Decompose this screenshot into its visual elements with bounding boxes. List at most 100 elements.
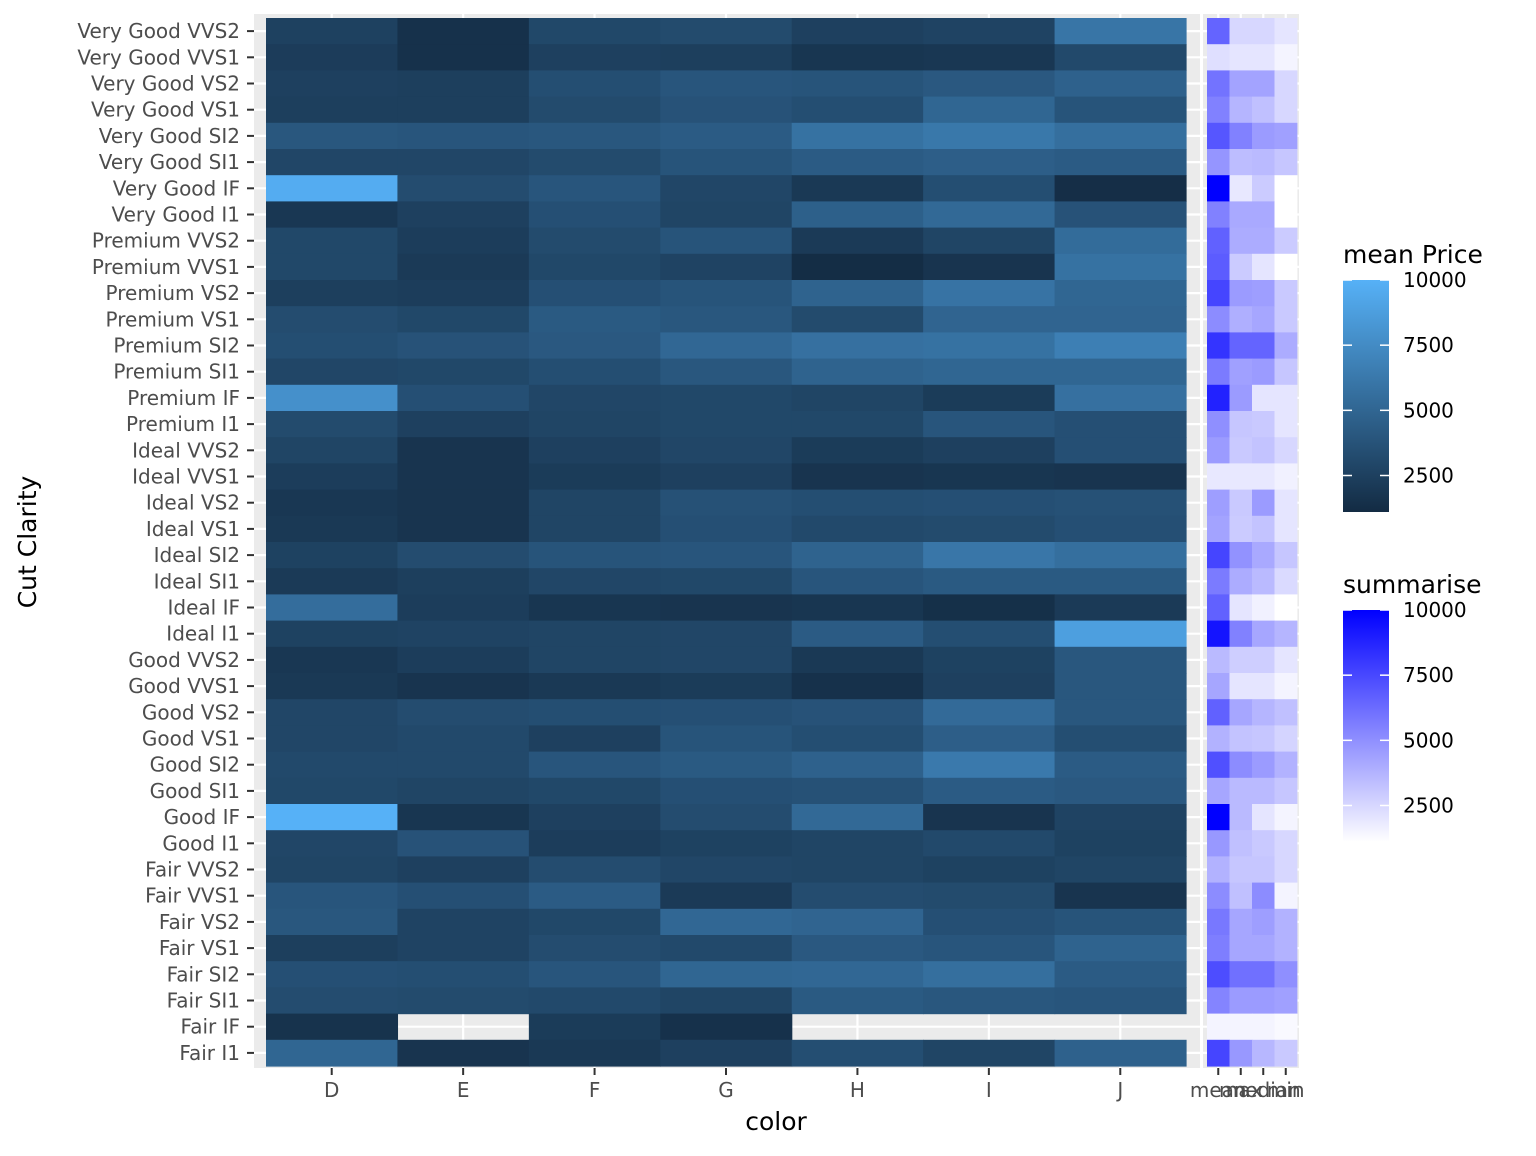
y-tick-label: Fair VVS1 xyxy=(145,884,240,908)
heatmap-cell xyxy=(923,961,1056,988)
summary-cell xyxy=(1229,384,1253,412)
heatmap-cell xyxy=(660,1039,793,1067)
heatmap-cell xyxy=(1054,253,1187,281)
heatmap-cell xyxy=(923,463,1056,491)
heatmap-cell xyxy=(266,751,399,779)
summary-cell xyxy=(1252,332,1275,360)
heatmap-cell xyxy=(528,253,661,281)
heatmap-cell xyxy=(923,987,1056,1015)
heatmap-cell xyxy=(397,384,530,412)
heatmap-cell xyxy=(791,646,924,674)
heatmap-cell xyxy=(791,280,924,307)
summary-cell xyxy=(1274,1039,1298,1067)
heatmap-cell xyxy=(923,358,1056,386)
x-tick-label: G xyxy=(718,1078,734,1102)
summary-cell xyxy=(1252,175,1275,202)
summary-cell xyxy=(1229,437,1253,464)
summary-cell xyxy=(1207,961,1230,988)
heatmap-cell xyxy=(923,149,1056,176)
heatmap-cell xyxy=(791,306,924,333)
heatmap-cell xyxy=(1054,725,1187,753)
summary-cell xyxy=(1252,961,1275,988)
heatmap-cell xyxy=(1054,542,1187,569)
heatmap-cell xyxy=(1054,96,1187,124)
heatmap-cell xyxy=(791,594,924,622)
heatmap-cell xyxy=(266,384,399,412)
summary-cell xyxy=(1207,201,1230,229)
summary-cell xyxy=(1229,568,1253,595)
summary-cell xyxy=(1274,882,1298,910)
summary-cell xyxy=(1274,830,1298,857)
heatmap-cell xyxy=(791,44,924,71)
colorbar-mean-price xyxy=(1343,280,1389,512)
heatmap-cell xyxy=(660,358,793,386)
heatmap-cell xyxy=(528,44,661,71)
y-tick-label: Very Good VVS2 xyxy=(77,19,240,43)
heatmap-cell xyxy=(266,830,399,857)
summary-cell xyxy=(1207,411,1230,438)
heatmap-cell xyxy=(528,227,661,255)
y-tick-label: Good SI1 xyxy=(150,779,240,803)
heatmap-cell xyxy=(1054,620,1187,648)
heatmap-cell xyxy=(266,568,399,595)
heatmap-cell xyxy=(1054,175,1187,202)
summary-cell xyxy=(1229,856,1253,884)
summary-cell xyxy=(1252,908,1275,936)
heatmap-cell xyxy=(1054,882,1187,910)
summary-cell xyxy=(1274,463,1298,491)
summary-cell xyxy=(1252,18,1275,45)
summary-cell xyxy=(1229,201,1253,229)
y-tick-label: Ideal VVS1 xyxy=(132,465,240,489)
summary-cell xyxy=(1274,70,1298,98)
summary-cell xyxy=(1274,201,1298,229)
heatmap-cell xyxy=(660,568,793,595)
heatmap-cell xyxy=(397,542,530,569)
y-tick-label: Ideal VS2 xyxy=(146,491,240,515)
heatmap-cell xyxy=(397,437,530,464)
heatmap-cell xyxy=(791,437,924,464)
summary-cell xyxy=(1252,830,1275,857)
heatmap-cell xyxy=(923,725,1056,753)
heatmap-cell xyxy=(397,935,530,962)
summary-cell xyxy=(1229,515,1253,543)
heatmap-cell xyxy=(660,463,793,491)
legend-summarise: summarise 10000 7500 5000 2500 xyxy=(1343,570,1482,842)
summary-cell xyxy=(1229,227,1253,255)
summary-cell xyxy=(1274,96,1298,124)
summary-cell xyxy=(1252,411,1275,438)
summary-cell xyxy=(1252,1013,1275,1041)
heatmap-cell xyxy=(397,568,530,595)
summary-cell xyxy=(1274,18,1298,45)
heatmap-cell xyxy=(791,856,924,884)
summary-cell xyxy=(1274,280,1298,307)
legend-title-summarise: summarise xyxy=(1343,570,1482,599)
summary-cell xyxy=(1207,620,1230,648)
heatmap-cell xyxy=(923,804,1056,831)
heatmap-cell xyxy=(791,725,924,753)
heatmap-cell xyxy=(1054,699,1187,726)
heatmap-cell xyxy=(266,149,399,176)
heatmap-cell xyxy=(791,777,924,805)
heatmap-cell xyxy=(923,515,1056,543)
summary-cell xyxy=(1229,44,1253,71)
heatmap-cell xyxy=(791,699,924,726)
heatmap-cell xyxy=(397,253,530,281)
heatmap-cell xyxy=(660,542,793,569)
heatmap-cell xyxy=(923,830,1056,857)
heatmap-cell xyxy=(397,725,530,753)
summary-cell xyxy=(1207,227,1230,255)
heatmap-cell xyxy=(660,935,793,962)
heatmap-cell xyxy=(660,594,793,622)
summary-cell xyxy=(1207,384,1230,412)
summary-cell xyxy=(1229,725,1253,753)
heatmap-cell xyxy=(397,646,530,674)
heatmap-cell xyxy=(266,594,399,622)
summary-cell xyxy=(1274,515,1298,543)
heatmap-cell xyxy=(1054,411,1187,438)
summary-cell xyxy=(1229,253,1253,281)
summary-cell xyxy=(1229,620,1253,648)
summary-cell xyxy=(1274,358,1298,386)
summary-cell xyxy=(1274,306,1298,333)
summary-cell xyxy=(1207,1039,1230,1067)
summary-cell xyxy=(1207,987,1230,1015)
